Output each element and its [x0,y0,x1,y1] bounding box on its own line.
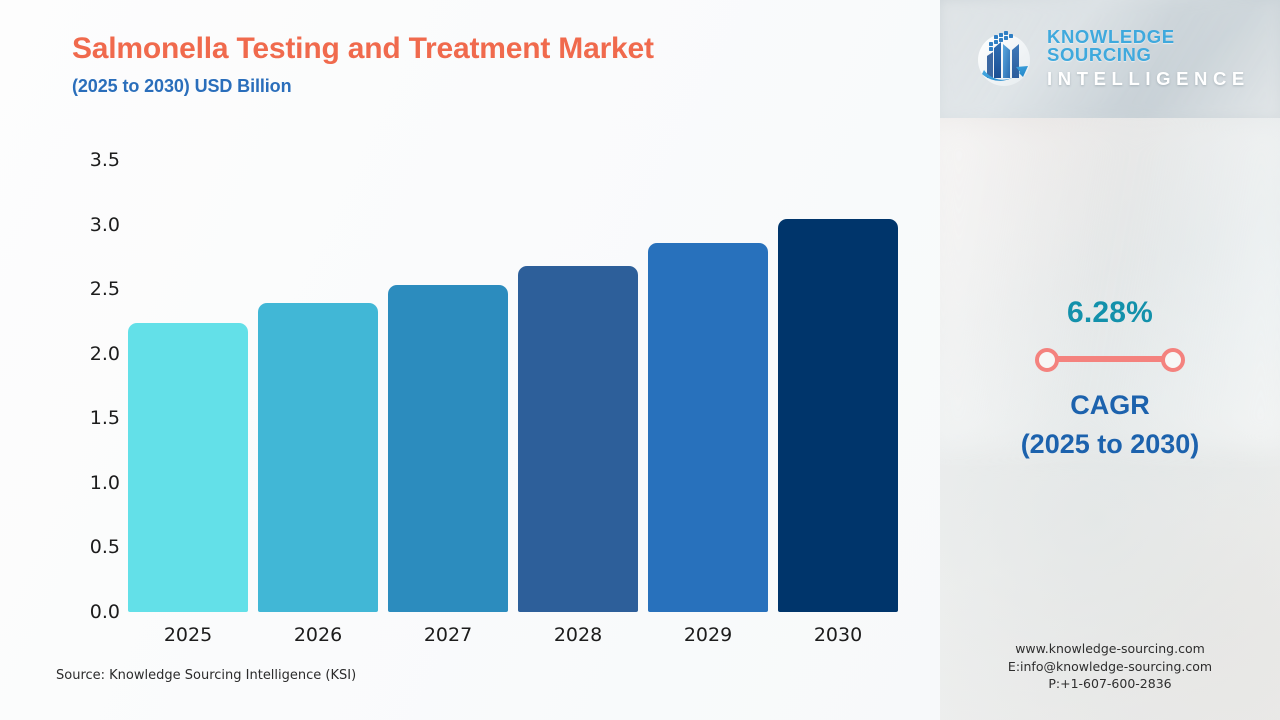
cagr-dot-left [1035,348,1059,372]
bar-2027[interactable] [388,285,508,612]
cagr-connector-line [1046,356,1174,362]
knowledge-sourcing-logo-icon [978,31,1030,86]
source-note: Source: Knowledge Sourcing Intelligence … [56,668,357,683]
y-axis-tick-label: 1.0 [89,471,120,494]
cagr-block: 6.28% CAGR (2025 to 2030) [940,296,1280,460]
brand-panel: KNOWLEDGE SOURCING INTELLIGENCE 6.28% CA… [940,0,1280,720]
x-axis-tick-label: 2028 [553,624,603,646]
contact-email[interactable]: E:info@knowledge-sourcing.com [1007,658,1213,674]
page-subtitle: (2025 to 2030) USD Billion [72,75,292,96]
x-axis-tick-label: 2027 [423,624,473,646]
logo-line-2: INTELLIGENCE [1047,67,1250,89]
page-title: Salmonella Testing and Treatment Market [72,32,654,65]
cagr-dot-right [1161,348,1185,372]
company-logo: KNOWLEDGE SOURCING INTELLIGENCE [972,26,1280,90]
logo-line-1: KNOWLEDGE SOURCING [1047,25,1175,66]
contact-phone: P:+1-607-600-2836 [1048,675,1172,691]
bar-2030[interactable] [778,219,898,612]
y-axis-tick-label: 3.5 [89,149,120,171]
bar-2028[interactable] [518,265,638,612]
bar-chart-plot: 0.0 0.5 1.0 1.5 2.0 2.5 3.0 3.5 2025 2026 2027 202… [64,0,900,720]
bar-2025[interactable] [128,322,248,612]
y-axis: 0.0 0.5 1.0 1.5 2.0 2.5 3.0 3.5 [64,0,120,720]
contact-website[interactable]: www.knowledge-sourcing.com [1015,641,1205,657]
x-axis-tick-label: 2029 [683,624,733,646]
y-axis-tick-label: 3.0 [89,213,120,236]
y-axis-tick-label: 0.0 [89,601,120,623]
cagr-value: 6.28% [1066,296,1154,329]
y-axis-tick-label: 0.5 [89,536,120,559]
x-axis-tick-label: 2025 [163,624,213,646]
chart-panel: Salmonella Testing and Treatment Market … [0,0,940,720]
bar-2029[interactable] [648,242,768,612]
logo-wordmark: KNOWLEDGE SOURCING INTELLIGENCE [1047,25,1280,89]
y-axis-tick-label: 1.5 [89,407,120,430]
y-axis-tick-label: 2.5 [89,278,120,301]
cagr-label: CAGR [1070,390,1150,420]
x-axis-tick-label: 2026 [293,624,343,646]
y-axis-tick-label: 2.0 [89,342,120,365]
cagr-connector-graphic [1035,348,1185,372]
x-axis-tick-label: 2030 [813,624,863,646]
title-block: Salmonella Testing and Treatment Market … [72,32,872,97]
cagr-period: (2025 to 2030) [1020,429,1200,459]
contact-block: www.knowledge-sourcing.com E:info@knowle… [940,640,1280,692]
bar-2026[interactable] [258,303,378,612]
bars-group: 2025 2026 2027 2028 2029 2030 [128,0,900,720]
